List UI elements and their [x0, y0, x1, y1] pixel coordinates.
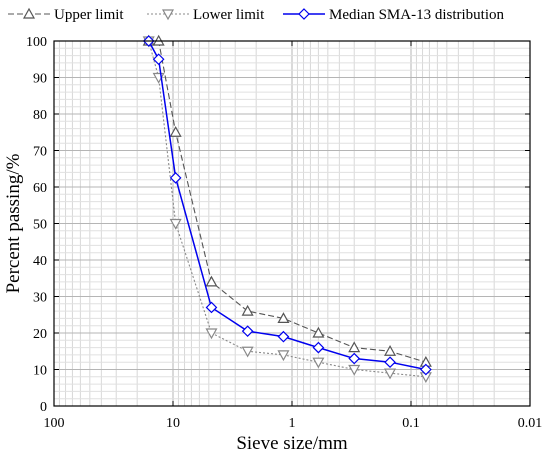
data-point: [205, 328, 218, 340]
legend-marker: [298, 8, 310, 20]
x-tick-label: 100: [44, 416, 65, 431]
y-tick-label: 70: [33, 145, 47, 160]
x-tick-label: 0.01: [518, 416, 543, 431]
y-tick-label: 30: [33, 291, 47, 306]
data-point: [241, 346, 254, 358]
series-line: [148, 40, 427, 363]
data-point: [277, 330, 290, 343]
data-point: [277, 350, 290, 362]
y-tick-label: 40: [33, 254, 47, 269]
y-tick-label: 50: [33, 218, 47, 233]
y-tick-label: 0: [40, 400, 47, 415]
legend-item-1: Upper limit: [8, 7, 124, 23]
series-1: [142, 34, 432, 367]
x-tick-label: 10: [166, 416, 180, 431]
data-point: [384, 345, 397, 356]
legend-label: Upper limit: [54, 7, 124, 23]
y-tick-label: 60: [33, 181, 47, 196]
data-point: [312, 357, 325, 369]
legend-label: Lower limit: [193, 7, 265, 23]
data-point: [241, 304, 254, 316]
legend-item-3: Median SMA-13 distribution: [283, 7, 504, 23]
data-point: [169, 126, 182, 137]
series-3: [142, 35, 432, 376]
data-point: [312, 341, 325, 354]
grid: [54, 40, 531, 407]
data-point: [277, 312, 290, 323]
data-point: [312, 326, 325, 338]
data-point: [169, 172, 182, 184]
y-axis-title: Percent passing/%: [3, 153, 24, 293]
legend-marker: [22, 7, 36, 19]
y-tick-label: 100: [26, 35, 47, 50]
axis-ticks: 0 10 20 30 40 50 60 70 80 90 100 100 10 1 0.1 0.01: [26, 35, 542, 431]
data-point: [241, 325, 254, 338]
data-point: [348, 341, 361, 353]
data-point: [384, 356, 396, 369]
series-line: [148, 40, 427, 371]
data-point: [348, 364, 361, 376]
y-tick-label: 20: [33, 327, 47, 342]
data-point: [348, 352, 361, 365]
y-tick-label: 90: [33, 72, 47, 87]
legend-marker: [161, 9, 175, 21]
legend: Upper limit Lower limit Median SMA-13 dist…: [8, 7, 504, 23]
data-point: [420, 363, 432, 376]
data-point: [169, 218, 182, 230]
x-tick-label: 1: [289, 416, 296, 431]
y-tick-label: 10: [33, 364, 47, 379]
y-tick-label: 80: [33, 108, 47, 123]
data-point: [384, 368, 397, 380]
legend-label: Median SMA-13 distribution: [329, 7, 504, 23]
legend-item-2: Lower limit: [147, 7, 265, 23]
plot-series: [142, 34, 432, 384]
x-tick-label: 0.1: [402, 416, 420, 431]
data-point: [205, 301, 218, 314]
data-point: [205, 275, 218, 287]
x-axis-title: Sieve size/mm: [236, 433, 348, 454]
data-point: [152, 53, 165, 66]
